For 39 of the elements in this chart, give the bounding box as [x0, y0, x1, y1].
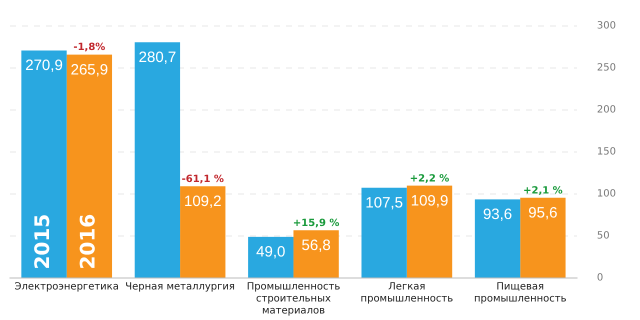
y-tick-label: 250 [596, 62, 616, 74]
annotation: +15,9 % [292, 218, 340, 229]
data-label: 270,9 [25, 57, 63, 74]
bar [520, 198, 566, 278]
bar [406, 186, 452, 278]
bar [293, 230, 339, 278]
bar [66, 54, 112, 278]
data-label: 56,8 [302, 236, 331, 254]
bar [134, 42, 180, 278]
y-tick-label: 200 [596, 104, 616, 116]
data-label: 109,2 [184, 192, 222, 210]
x-tick-label: Пищевая промышленность [474, 282, 567, 305]
y-tick-label: 0 [596, 272, 604, 284]
x-tick-label: Промышленность строительных материалов [246, 282, 340, 317]
data-label: 280,7 [138, 48, 176, 66]
x-tick-label: Легкая промышленность [360, 282, 454, 305]
data-label: 107,5 [365, 194, 403, 212]
data-label: 109,9 [410, 192, 448, 210]
data-label: 49,0 [256, 243, 286, 260]
annotation: -61,1 % [182, 174, 224, 185]
data-label: 95,6 [528, 204, 558, 222]
annotation: +2,2 % [410, 173, 450, 184]
x-tick-label: Черная металлургия [125, 282, 235, 293]
series-label: 2016 [76, 214, 100, 270]
bar [180, 186, 226, 278]
data-label: 265,9 [70, 61, 108, 78]
annotation: -1,8% [73, 42, 106, 54]
bar [361, 188, 407, 278]
y-tick-label: 50 [596, 230, 610, 242]
bar [248, 236, 294, 278]
bar [21, 50, 67, 278]
y-tick-label: 100 [596, 188, 616, 200]
annotation: +2,1 % [523, 185, 563, 196]
y-tick-label: 300 [596, 20, 616, 32]
data-label: 93,6 [482, 206, 512, 224]
x-tick-label: Электроэнергетика [14, 282, 119, 293]
series-label: 2015 [30, 214, 54, 270]
y-tick-label: 150 [596, 146, 616, 158]
bar [474, 199, 520, 278]
